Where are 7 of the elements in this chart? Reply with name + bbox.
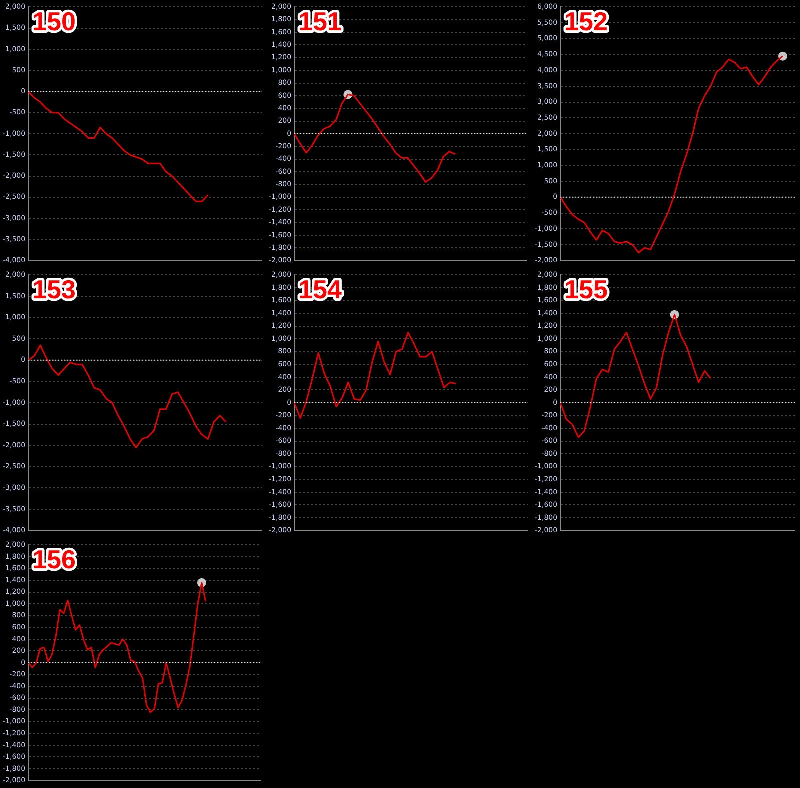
chart-title: 155 <box>564 274 608 304</box>
chart-title: 150 <box>32 6 76 36</box>
chart-title: 151 <box>298 6 342 36</box>
chart-title: 154 <box>298 274 342 304</box>
chart-title: 153 <box>32 274 76 304</box>
chart-title: 152 <box>564 6 608 36</box>
chart-title: 156 <box>32 544 76 574</box>
